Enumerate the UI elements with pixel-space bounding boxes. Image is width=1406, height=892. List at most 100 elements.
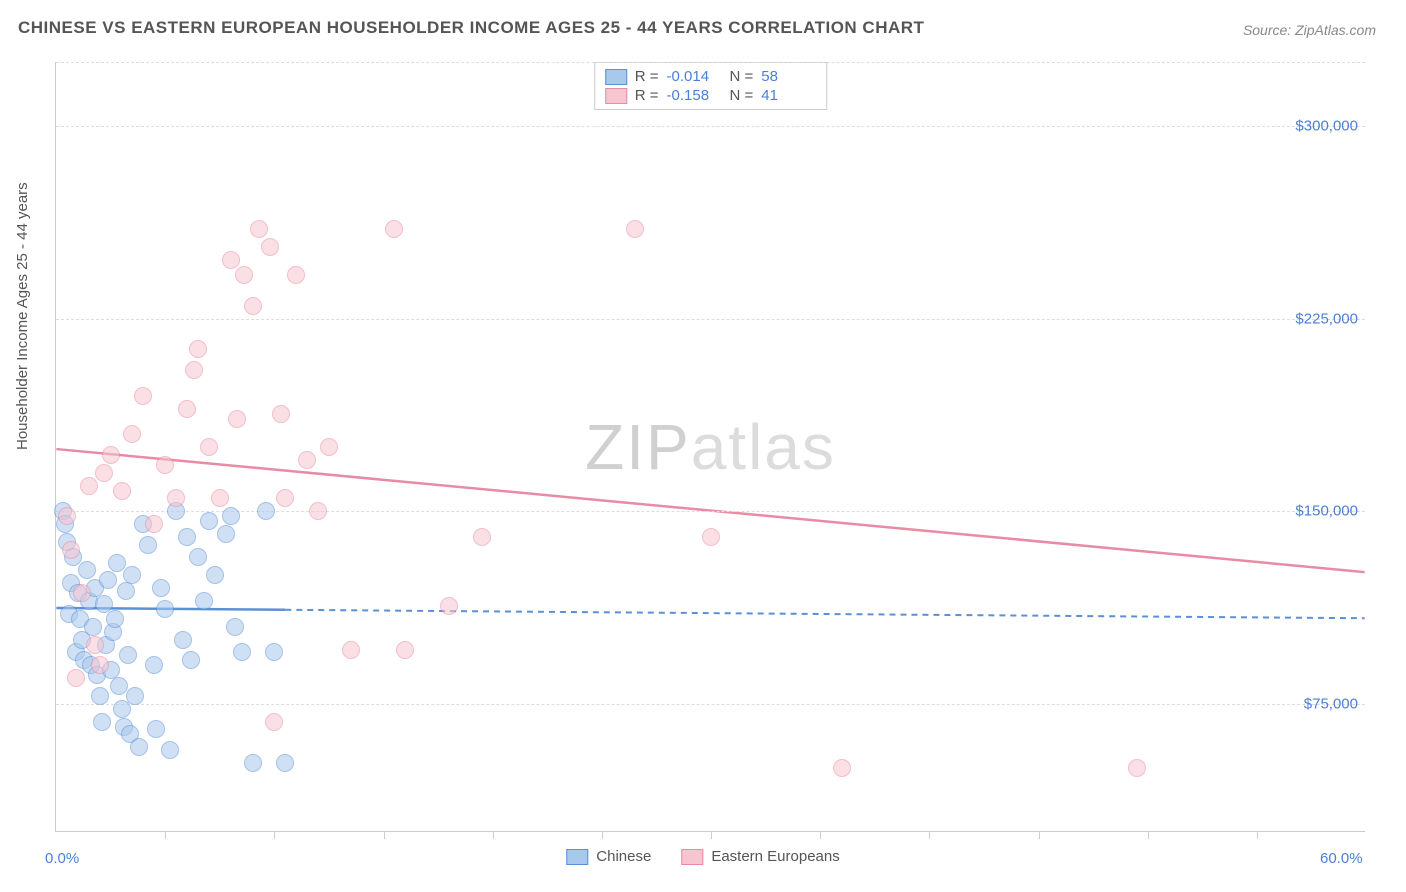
data-point — [145, 515, 163, 533]
data-point — [272, 405, 290, 423]
x-tick — [820, 831, 821, 839]
data-point — [261, 238, 279, 256]
data-point — [123, 566, 141, 584]
data-point — [228, 410, 246, 428]
data-point — [178, 528, 196, 546]
r-value-eastern-european: -0.158 — [667, 87, 722, 104]
data-point — [178, 400, 196, 418]
swatch-eastern-european — [605, 88, 627, 104]
data-point — [134, 387, 152, 405]
source-attribution: Source: ZipAtlas.com — [1243, 22, 1376, 38]
x-tick — [165, 831, 166, 839]
data-point — [91, 687, 109, 705]
watermark: ZIPatlas — [585, 410, 836, 484]
n-label: N = — [730, 87, 754, 104]
data-point — [123, 425, 141, 443]
data-point — [182, 651, 200, 669]
stats-legend-row: R = -0.014 N = 58 — [605, 67, 817, 86]
data-point — [106, 610, 124, 628]
y-axis-label: Householder Income Ages 25 - 44 years — [14, 182, 31, 450]
r-value-chinese: -0.014 — [667, 68, 722, 85]
data-point — [244, 297, 262, 315]
data-point — [156, 456, 174, 474]
x-tick — [274, 831, 275, 839]
data-point — [126, 687, 144, 705]
y-tick-label: $150,000 — [1295, 503, 1370, 520]
data-point — [152, 579, 170, 597]
data-point — [167, 489, 185, 507]
x-tick — [1257, 831, 1258, 839]
data-point — [147, 720, 165, 738]
y-tick-label: $75,000 — [1304, 695, 1370, 712]
r-label: R = — [635, 68, 659, 85]
x-tick — [493, 831, 494, 839]
data-point — [174, 631, 192, 649]
data-point — [265, 713, 283, 731]
data-point — [80, 477, 98, 495]
data-point — [145, 656, 163, 674]
data-point — [119, 646, 137, 664]
data-point — [309, 502, 327, 520]
data-point — [233, 643, 251, 661]
gridline — [56, 704, 1365, 705]
data-point — [99, 571, 117, 589]
data-point — [276, 754, 294, 772]
data-point — [139, 536, 157, 554]
data-point — [276, 489, 294, 507]
data-point — [130, 738, 148, 756]
data-point — [206, 566, 224, 584]
stats-legend-row: R = -0.158 N = 41 — [605, 86, 817, 105]
data-point — [73, 584, 91, 602]
data-point — [86, 636, 104, 654]
data-point — [189, 340, 207, 358]
y-tick-label: $300,000 — [1295, 118, 1370, 135]
data-point — [84, 618, 102, 636]
stats-legend: R = -0.014 N = 58 R = -0.158 N = 41 — [594, 62, 828, 110]
n-value-eastern-european: 41 — [761, 87, 816, 104]
data-point — [473, 528, 491, 546]
data-point — [189, 548, 207, 566]
data-point — [396, 641, 414, 659]
data-point — [62, 541, 80, 559]
x-tick — [1039, 831, 1040, 839]
data-point — [626, 220, 644, 238]
data-point — [222, 251, 240, 269]
data-point — [320, 438, 338, 456]
n-label: N = — [730, 68, 754, 85]
legend-label-eastern-european: Eastern Europeans — [711, 848, 839, 865]
data-point — [235, 266, 253, 284]
data-point — [833, 759, 851, 777]
watermark-atlas: atlas — [691, 411, 836, 483]
data-point — [287, 266, 305, 284]
swatch-eastern-european — [681, 849, 703, 865]
data-point — [185, 361, 203, 379]
data-point — [217, 525, 235, 543]
data-point — [156, 600, 174, 618]
data-point — [222, 507, 240, 525]
data-point — [93, 713, 111, 731]
series-legend: Chinese Eastern Europeans — [566, 848, 839, 865]
data-point — [95, 464, 113, 482]
gridline — [56, 62, 1365, 63]
data-point — [200, 438, 218, 456]
watermark-zip: ZIP — [585, 411, 691, 483]
data-point — [117, 582, 135, 600]
data-point — [265, 643, 283, 661]
x-tick — [711, 831, 712, 839]
data-point — [102, 446, 120, 464]
n-value-chinese: 58 — [761, 68, 816, 85]
x-tick — [384, 831, 385, 839]
chart-container: CHINESE VS EASTERN EUROPEAN HOUSEHOLDER … — [0, 0, 1406, 892]
swatch-chinese — [605, 69, 627, 85]
data-point — [195, 592, 213, 610]
swatch-chinese — [566, 849, 588, 865]
data-point — [342, 641, 360, 659]
legend-label-chinese: Chinese — [596, 848, 651, 865]
x-tick — [1148, 831, 1149, 839]
plot-area: ZIPatlas R = -0.014 N = 58 R = -0.158 N … — [55, 62, 1365, 832]
data-point — [702, 528, 720, 546]
data-point — [440, 597, 458, 615]
gridline — [56, 126, 1365, 127]
legend-item-chinese: Chinese — [566, 848, 651, 865]
data-point — [113, 482, 131, 500]
